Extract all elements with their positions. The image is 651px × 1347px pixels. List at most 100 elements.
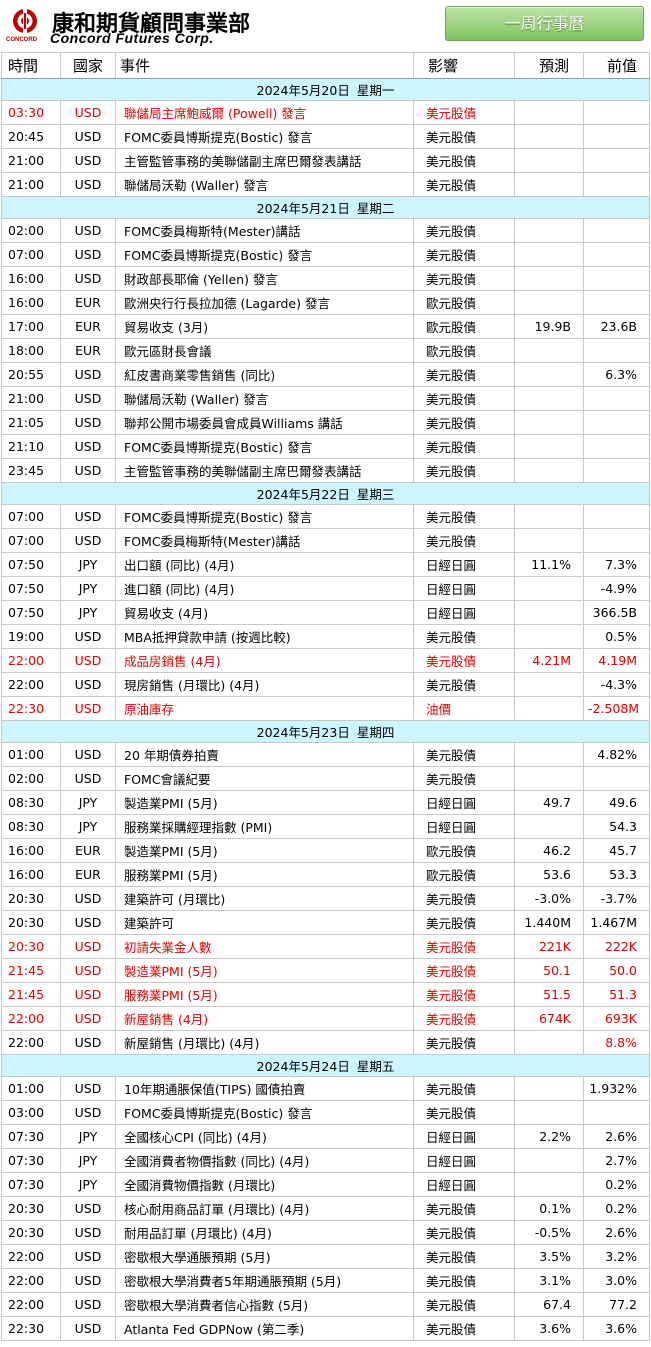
event-time: 22:00 — [1, 1244, 61, 1269]
event-country: USD — [60, 410, 116, 435]
event-name: 初請失業金人數 — [115, 934, 414, 959]
event-country: USD — [60, 218, 116, 243]
table-row: 08:30 JPY 製造業PMI (5月) 日經日圓 49.7 49.6 — [1, 790, 650, 815]
event-time: 20:55 — [1, 362, 61, 387]
event-time: 22:30 — [1, 1316, 61, 1341]
event-time: 07:30 — [1, 1148, 61, 1173]
event-impact: 美元股債 — [413, 1268, 515, 1293]
event-time: 21:45 — [1, 982, 61, 1007]
event-forecast — [514, 386, 584, 411]
event-country: USD — [60, 172, 116, 197]
event-forecast — [514, 266, 584, 291]
event-previous: 1.932% — [583, 1076, 650, 1101]
event-previous: 0.2% — [583, 1196, 650, 1221]
event-name: FOMC會議紀要 — [115, 766, 414, 791]
event-country: JPY — [60, 790, 116, 815]
event-impact: 美元股債 — [413, 672, 515, 697]
day-date: 2024年5月22日 — [256, 487, 350, 502]
event-name: 聯儲局主席鮑威爾 (Powell) 發言 — [115, 100, 414, 125]
event-name: 服務業採購經理指數 (PMI) — [115, 814, 414, 839]
event-impact: 日經日圓 — [413, 576, 515, 601]
event-country: USD — [60, 458, 116, 483]
event-country: JPY — [60, 576, 116, 601]
event-name: 聯邦公開市場委員會成員Williams 講話 — [115, 410, 414, 435]
table-row: 22:00 USD 密歇根大學消費者5年期通脹預期 (5月) 美元股債 3.1% 3.0% — [1, 1268, 650, 1293]
event-impact: 美元股債 — [413, 1196, 515, 1221]
event-forecast — [514, 434, 584, 459]
event-name: 現房銷售 (月環比) (4月) — [115, 672, 414, 697]
day-header-row: 2024年5月21日 星期二 — [1, 196, 650, 219]
table-row: 07:00 USD FOMC委員梅斯特(Mester)講話 美元股債 — [1, 528, 650, 553]
event-time: 07:50 — [1, 576, 61, 601]
column-header-forecast: 預測 — [514, 52, 584, 79]
event-previous — [583, 386, 650, 411]
event-forecast — [514, 1076, 584, 1101]
event-forecast — [514, 504, 584, 529]
event-name: 密歇根大學消費者5年期通脹預期 (5月) — [115, 1268, 414, 1293]
event-forecast: 221K — [514, 934, 584, 959]
day-weekday: 星期三 — [356, 487, 395, 502]
table-row: 22:30 USD Atlanta Fed GDPNow (第二季) 美元股債 3.6%… — [1, 1316, 650, 1341]
event-forecast — [514, 290, 584, 315]
table-row: 23:45 USD 主管監管事務的美聯儲副主席巴爾發表講話 美元股債 — [1, 458, 650, 483]
event-time: 16:00 — [1, 862, 61, 887]
day-date: 2024年5月23日 — [256, 725, 350, 740]
concord-logo-icon — [13, 9, 37, 33]
table-row: 22:00 USD 現房銷售 (月環比) (4月) 美元股債 -4.3% — [1, 672, 650, 697]
weekly-calendar-button[interactable]: 一周行事曆 — [445, 6, 644, 41]
event-forecast — [514, 672, 584, 697]
event-previous — [583, 172, 650, 197]
event-previous — [583, 504, 650, 529]
event-forecast — [514, 362, 584, 387]
table-row: 21:05 USD 聯邦公開市場委員會成員Williams 講話 美元股債 — [1, 410, 650, 435]
event-time: 07:50 — [1, 600, 61, 625]
event-forecast: 53.6 — [514, 862, 584, 887]
event-impact: 美元股債 — [413, 434, 515, 459]
event-time: 03:30 — [1, 100, 61, 125]
event-forecast — [514, 148, 584, 173]
event-previous — [583, 434, 650, 459]
event-country: EUR — [60, 862, 116, 887]
event-time: 21:00 — [1, 172, 61, 197]
table-row: 19:00 USD MBA抵押貸款申請 (按週比較) 美元股債 0.5% — [1, 624, 650, 649]
event-impact: 美元股債 — [413, 172, 515, 197]
event-name: 歐元區財長會議 — [115, 338, 414, 363]
event-country: USD — [60, 742, 116, 767]
event-impact: 美元股債 — [413, 242, 515, 267]
event-previous: -4.9% — [583, 576, 650, 601]
event-name: 聯儲局沃勒 (Waller) 發言 — [115, 386, 414, 411]
event-name: 服務業PMI (5月) — [115, 982, 414, 1007]
event-impact: 美元股債 — [413, 148, 515, 173]
event-impact: 美元股債 — [413, 386, 515, 411]
event-country: USD — [60, 100, 116, 125]
column-header-event: 事件 — [115, 52, 414, 79]
event-time: 02:00 — [1, 218, 61, 243]
event-impact: 日經日圓 — [413, 552, 515, 577]
company-logo: CONCORD 康和期貨顧問事業部 Concord Futures Corp. — [6, 5, 306, 47]
event-country: EUR — [60, 290, 116, 315]
table-row: 16:00 EUR 製造業PMI (5月) 歐元股債 46.2 45.7 — [1, 838, 650, 863]
event-impact: 美元股債 — [413, 958, 515, 983]
table-row: 01:00 USD 20 年期債券拍賣 美元股債 4.82% — [1, 742, 650, 767]
event-name: 主管監管事務的美聯儲副主席巴爾發表講話 — [115, 148, 414, 173]
event-time: 21:00 — [1, 386, 61, 411]
logo-small-text: CONCORD — [6, 37, 37, 43]
event-forecast — [514, 742, 584, 767]
event-time: 19:00 — [1, 624, 61, 649]
event-impact: 日經日圓 — [413, 1172, 515, 1197]
event-impact: 日經日圓 — [413, 790, 515, 815]
event-country: USD — [60, 1316, 116, 1341]
event-name: 全國消費者物價指數 (同比) (4月) — [115, 1148, 414, 1173]
event-country: USD — [60, 1196, 116, 1221]
event-time: 01:00 — [1, 1076, 61, 1101]
event-previous: 2.7% — [583, 1148, 650, 1173]
event-name: 財政部長耶倫 (Yellen) 發言 — [115, 266, 414, 291]
table-row: 03:30 USD 聯儲局主席鮑威爾 (Powell) 發言 美元股債 — [1, 100, 650, 125]
event-country: USD — [60, 958, 116, 983]
event-forecast: 0.1% — [514, 1196, 584, 1221]
event-forecast — [514, 218, 584, 243]
table-row: 16:00 EUR 服務業PMI (5月) 歐元股債 53.6 53.3 — [1, 862, 650, 887]
event-impact: 美元股債 — [413, 648, 515, 673]
event-name: FOMC委員梅斯特(Mester)講話 — [115, 528, 414, 553]
event-impact: 美元股債 — [413, 1244, 515, 1269]
